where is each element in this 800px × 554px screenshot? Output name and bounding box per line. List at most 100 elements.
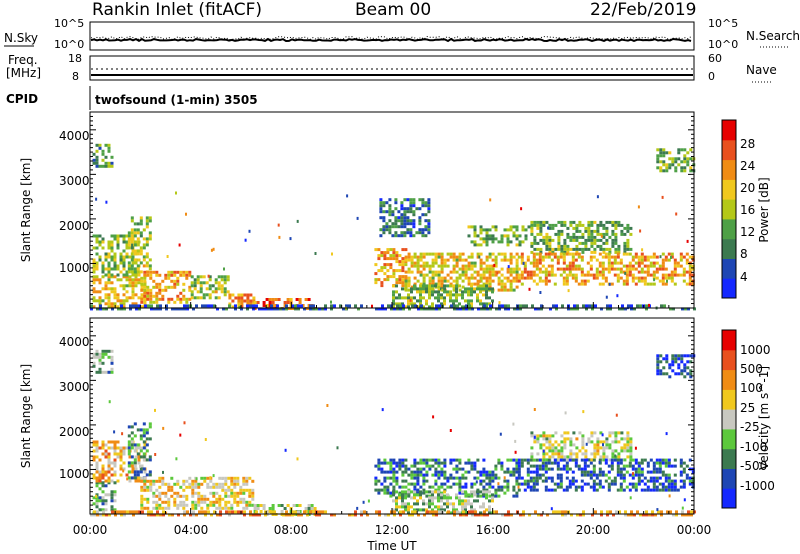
rti-cell — [158, 506, 162, 510]
rti-cell — [227, 500, 231, 504]
rti-cell — [550, 488, 554, 492]
rti-speckle — [615, 413, 618, 417]
rti-cell — [130, 258, 134, 262]
rti-cell — [440, 282, 444, 286]
rti-cell — [431, 282, 435, 286]
rti-cell — [245, 500, 249, 504]
rti-cell — [470, 282, 474, 286]
rti-cell — [221, 506, 225, 510]
rti-cell — [565, 464, 569, 468]
rti-cell — [240, 305, 244, 309]
rti-cell — [134, 281, 138, 285]
rti-cell — [243, 513, 246, 517]
rti-cell — [584, 449, 588, 453]
rti-cell — [233, 497, 237, 501]
rti-cell — [411, 513, 414, 517]
rti-cell — [127, 425, 131, 429]
rti-cell — [565, 461, 569, 465]
rti-cell — [425, 290, 428, 294]
rti-cell — [203, 476, 207, 480]
rti-cell — [273, 510, 276, 514]
rti-cell — [658, 482, 662, 486]
rti-cell — [425, 473, 429, 477]
velocity-colorbar-cells — [722, 330, 736, 509]
rti-cell — [503, 276, 507, 280]
rti-cell — [104, 296, 108, 300]
rti-cell — [98, 473, 102, 477]
rti-cell — [410, 261, 414, 265]
rti-cell — [479, 261, 483, 265]
rti-cell — [386, 263, 390, 267]
rti-cell — [161, 491, 165, 495]
rti-cell — [286, 301, 290, 304]
rti-cell — [568, 261, 572, 265]
rti-speckle — [131, 243, 134, 247]
rti-cell — [684, 513, 687, 517]
rti-cell — [492, 510, 495, 514]
rti-speckle — [248, 229, 251, 233]
rti-cell — [488, 270, 492, 274]
rti-speckle — [499, 432, 502, 436]
rti-cell — [646, 258, 650, 262]
rti-cell — [133, 267, 137, 271]
rti-cell — [259, 510, 263, 513]
rti-cell — [485, 267, 489, 271]
rti-cell — [422, 488, 426, 492]
rti-cell — [559, 479, 563, 483]
rti-cell — [101, 246, 105, 250]
rti-cell — [605, 238, 609, 242]
rti-cell — [562, 270, 566, 274]
rti-cell — [194, 485, 198, 489]
rti-cell — [488, 505, 491, 509]
rti-cell — [410, 505, 413, 509]
rti-speckle — [356, 506, 359, 510]
rti-cell — [680, 372, 684, 376]
rti-cell — [544, 470, 548, 474]
rti-cell — [206, 497, 210, 501]
rti-cell — [440, 467, 444, 471]
rti-cell — [395, 476, 399, 480]
rti-cell — [117, 510, 120, 514]
rti-cell — [310, 507, 314, 510]
rti-cell — [410, 490, 413, 494]
rti-cell — [659, 154, 663, 158]
rti-cell — [143, 482, 147, 486]
rti-cell — [553, 252, 557, 256]
rti-cell — [569, 455, 573, 459]
rti-cell — [251, 488, 255, 492]
rti-cell — [488, 282, 492, 286]
rti-cell — [528, 513, 531, 517]
rti-cell — [395, 251, 399, 255]
rti-cell — [102, 510, 105, 514]
rti-cell — [571, 476, 575, 480]
rti-cell — [674, 166, 678, 170]
rti-cell — [388, 231, 392, 235]
rti-cell — [600, 307, 603, 311]
rti-cell — [504, 304, 507, 308]
rti-cell — [616, 255, 620, 259]
rti-cell — [219, 510, 222, 514]
rti-cell — [544, 476, 548, 480]
rti-cell — [680, 369, 684, 373]
rti-cell — [500, 273, 504, 277]
rti-cell — [595, 473, 599, 477]
rti-cell — [553, 273, 557, 277]
rti-cell — [608, 443, 612, 447]
rti-cell — [146, 285, 150, 289]
rti-cell — [482, 488, 486, 492]
rti-cell — [119, 302, 123, 306]
rti-cell — [634, 467, 638, 471]
rti-cell — [587, 235, 591, 239]
rti-speckle — [108, 400, 111, 404]
rti-cell — [136, 237, 140, 241]
rti-cell — [602, 247, 606, 251]
rti-cell — [589, 264, 593, 268]
rti-cell — [95, 352, 99, 356]
rti-cell — [574, 464, 578, 468]
rti-cell — [506, 267, 510, 271]
rti-cell — [595, 258, 599, 262]
rti-cell — [569, 440, 573, 444]
rti-cell — [192, 307, 195, 311]
rti-cell — [443, 470, 447, 474]
rti-cell — [418, 219, 422, 223]
